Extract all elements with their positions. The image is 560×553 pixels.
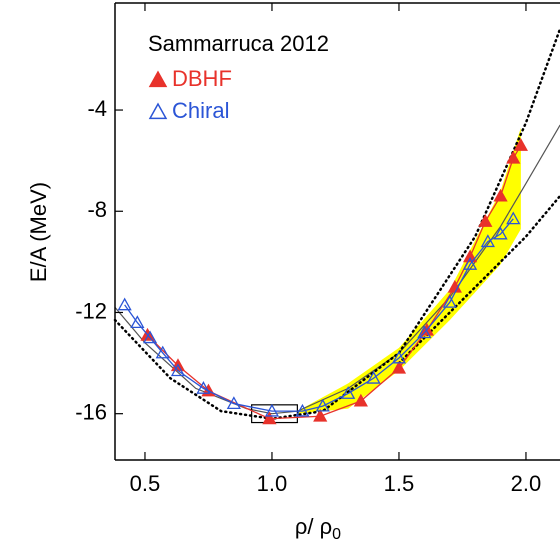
data-point bbox=[480, 234, 495, 248]
data-point bbox=[462, 249, 478, 263]
data-point bbox=[341, 386, 356, 399]
data-point bbox=[478, 214, 493, 227]
data-point bbox=[130, 315, 145, 329]
data-point bbox=[391, 360, 407, 374]
data-point bbox=[262, 411, 277, 425]
data-point bbox=[313, 408, 328, 422]
y-tick-label: -8 bbox=[87, 197, 107, 222]
y-tick-label: -4 bbox=[87, 96, 107, 121]
data-point bbox=[513, 138, 528, 151]
y-tick-label: -12 bbox=[75, 298, 107, 323]
data-point bbox=[391, 350, 407, 364]
data-point bbox=[295, 403, 310, 417]
y-tick-label: -16 bbox=[75, 400, 107, 425]
data-point bbox=[170, 363, 186, 377]
data-point bbox=[196, 381, 211, 394]
data-point bbox=[417, 325, 432, 339]
legend-label: Chiral bbox=[172, 98, 229, 123]
data-point bbox=[462, 257, 478, 270]
legend-marker bbox=[148, 70, 168, 88]
data-point bbox=[493, 188, 508, 202]
data-point bbox=[442, 295, 457, 308]
y-axis-label: E/A (MeV) bbox=[26, 182, 51, 282]
data-point bbox=[366, 370, 381, 384]
data-point bbox=[353, 393, 368, 407]
data-point bbox=[506, 211, 521, 225]
legend-marker bbox=[148, 102, 168, 120]
reference-curve bbox=[397, 194, 560, 365]
data-point bbox=[493, 226, 508, 240]
uncertainty-band bbox=[297, 127, 521, 414]
x-tick-label: 2.0 bbox=[511, 471, 542, 496]
data-point bbox=[155, 345, 170, 359]
data-point bbox=[142, 330, 158, 344]
data-point bbox=[506, 150, 521, 164]
data-point bbox=[315, 398, 330, 412]
legend-title: Sammarruca 2012 bbox=[148, 31, 329, 56]
x-tick-label: 0.5 bbox=[130, 471, 161, 496]
data-point bbox=[226, 396, 241, 410]
x-axis-label: ρ/ ρ0 bbox=[295, 514, 341, 543]
legend-label: DBHF bbox=[172, 66, 232, 91]
data-point bbox=[117, 297, 132, 311]
x-tick-label: 1.5 bbox=[384, 471, 415, 496]
x-tick-label: 1.0 bbox=[257, 471, 288, 496]
series-line bbox=[124, 218, 514, 412]
data-point bbox=[264, 403, 280, 417]
